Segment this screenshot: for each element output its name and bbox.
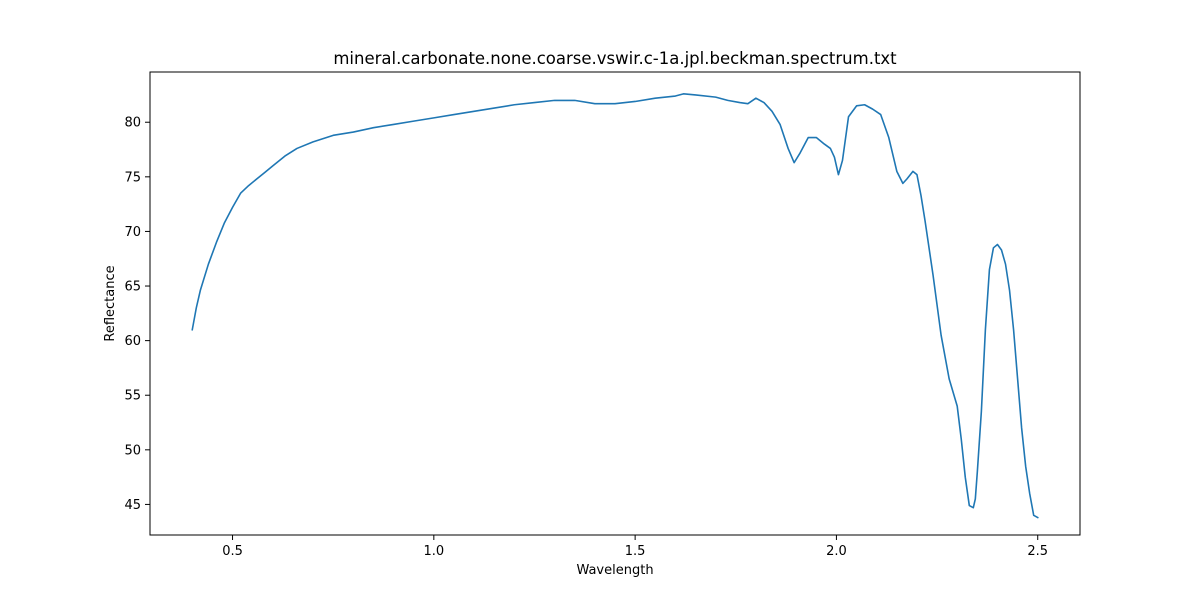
series-line-reflectance [191,93,1039,519]
x-tick-label: 0.5 [222,544,243,559]
y-tick-label: 80 [124,116,141,131]
x-tick-label: 2.5 [1027,544,1048,559]
y-tick-label: 60 [124,334,141,349]
plot-area [149,71,1081,536]
y-tick-label: 50 [124,443,141,458]
y-tick-label: 70 [124,225,141,240]
x-tick-label: 1.5 [625,544,646,559]
y-tick-label: 45 [124,498,141,513]
x-tick-label: 2.0 [826,544,847,559]
y-tick-label: 75 [124,170,141,185]
x-axis-label: Wavelength [576,563,653,578]
y-axis: 45 50 55 60 65 70 75 80 [124,116,150,513]
x-tick-label: 1.0 [423,544,444,559]
chart-title: mineral.carbonate.none.coarse.vswir.c-1a… [333,49,897,68]
plot-frame [149,71,1081,536]
y-tick-label: 55 [124,389,141,404]
y-tick-label: 65 [124,280,141,295]
x-axis: 0.5 1.0 1.5 2.0 2.5 [222,535,1048,559]
y-axis-label: Reflectance [103,265,118,341]
